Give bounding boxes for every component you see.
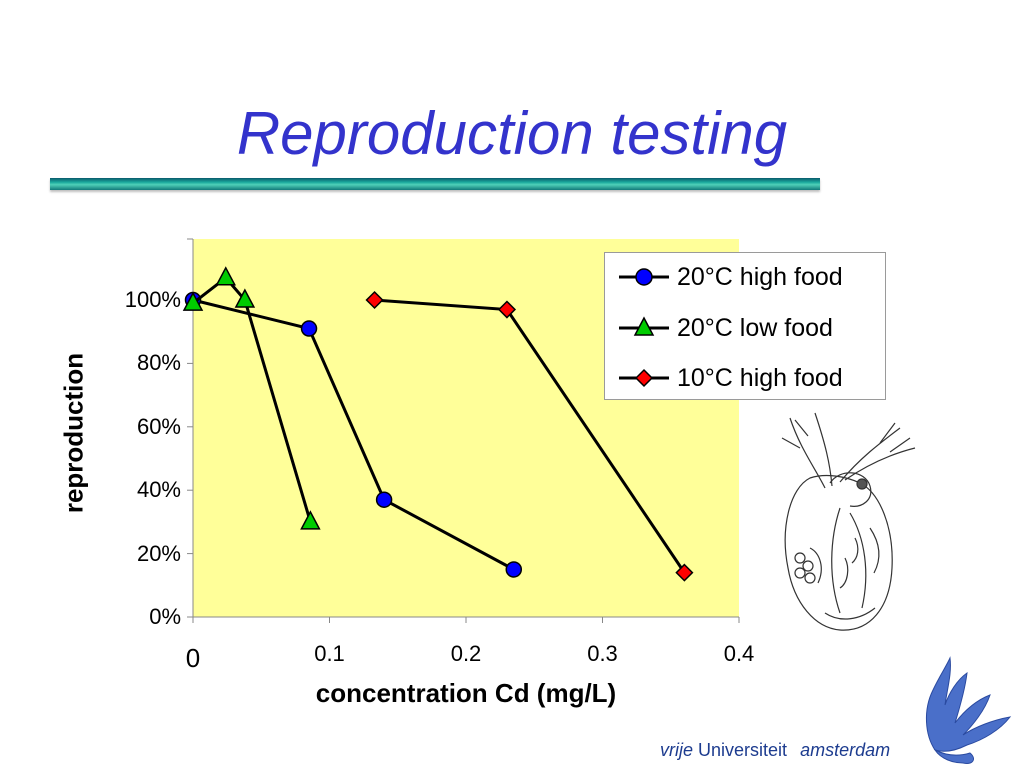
brand-vrije: vrije bbox=[660, 740, 694, 760]
slide-title: Reproduction testing bbox=[236, 100, 788, 167]
data-point bbox=[365, 290, 384, 310]
y-tick-label: 60% bbox=[136, 413, 181, 439]
data-point bbox=[300, 320, 318, 337]
legend-item-10c-high-food: 10°C high food bbox=[615, 358, 843, 398]
series-line bbox=[192, 275, 312, 523]
x-axis-label: concentration Cd (mg/L) bbox=[315, 678, 617, 708]
data-point bbox=[375, 491, 393, 508]
circle-marker-icon bbox=[619, 268, 669, 286]
legend-label: 20°C low food bbox=[677, 313, 833, 342]
diamond-marker-icon bbox=[619, 368, 669, 388]
legend-item-20c-high-food: 20°C high food bbox=[615, 257, 843, 297]
data-point bbox=[215, 266, 237, 286]
title-divider bbox=[50, 178, 820, 190]
university-brand: vrije Universiteit amsterdam bbox=[660, 740, 890, 761]
y-tick-label: 40% bbox=[136, 477, 181, 503]
legend: 20°C high food 20°C low food 10°C high f… bbox=[604, 252, 886, 400]
data-point bbox=[505, 561, 523, 578]
x-tick-label: 0.2 bbox=[450, 641, 482, 666]
data-point bbox=[182, 291, 204, 311]
y-tick-label: 20% bbox=[136, 540, 181, 566]
data-point bbox=[300, 510, 321, 530]
x-tick-label: 0.3 bbox=[587, 641, 618, 666]
series-layer bbox=[182, 266, 694, 582]
x-tick-label: 0.4 bbox=[723, 641, 755, 666]
series-line bbox=[192, 298, 515, 571]
y-tick-label: 0% bbox=[149, 604, 181, 629]
daphnia-illustration bbox=[781, 412, 916, 631]
triangle-marker-icon bbox=[619, 316, 669, 336]
brand-universiteit: Universiteit bbox=[698, 740, 788, 760]
y-tick-label: 80% bbox=[136, 350, 181, 376]
brand-amsterdam: amsterdam bbox=[800, 740, 891, 760]
data-point bbox=[675, 563, 694, 582]
y-tick-label: 100% bbox=[124, 287, 181, 312]
y-axis-label: reproduction bbox=[58, 352, 89, 514]
series-1 bbox=[182, 266, 321, 530]
legend-label: 20°C high food bbox=[677, 262, 843, 291]
series-2 bbox=[365, 290, 694, 582]
x-tick-label: 0.1 bbox=[314, 641, 345, 666]
legend-label: 10°C high food bbox=[677, 363, 843, 392]
data-point bbox=[234, 288, 256, 308]
data-point bbox=[497, 300, 517, 319]
x-tick-label: 0 bbox=[185, 643, 201, 673]
legend-item-20c-low-food: 20°C low food bbox=[615, 308, 833, 348]
griffin-logo bbox=[925, 656, 1012, 764]
